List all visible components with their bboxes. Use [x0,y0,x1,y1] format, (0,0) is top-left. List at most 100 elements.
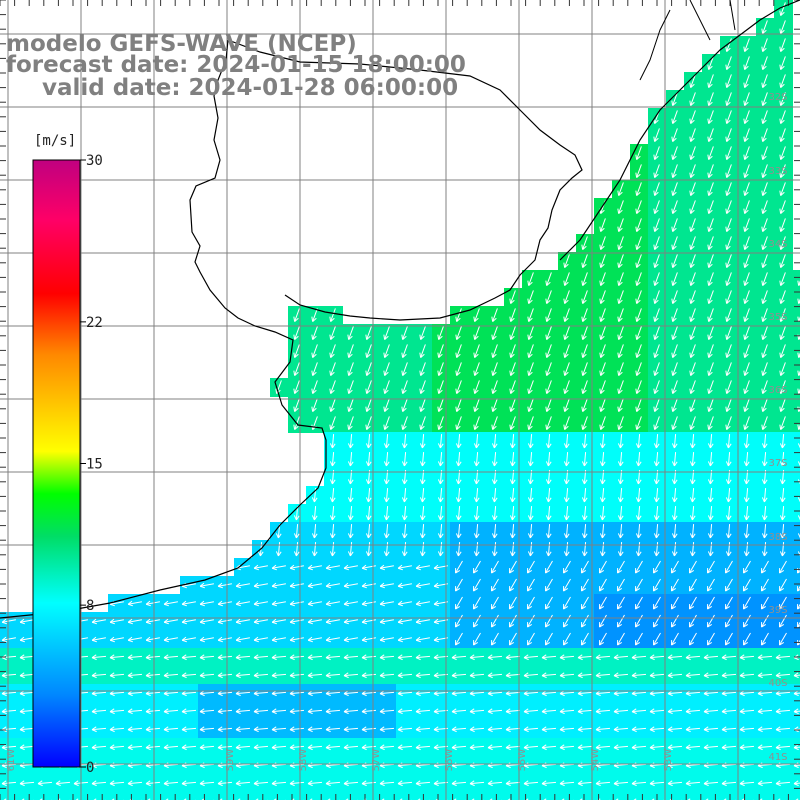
wind-speed-cell [180,720,199,739]
wind-arrow-head [474,371,479,376]
wind-arrow-shaft [181,691,197,695]
wind-arrow-shaft [420,326,426,340]
wind-arrow-shaft [331,541,335,557]
wind-arrow-shaft [325,655,341,659]
wind-speed-cell [702,324,721,343]
wind-speed-cell [522,270,541,289]
wind-arrow-shaft [583,541,587,557]
wind-speed-cell [720,468,739,487]
wind-arrow-head [671,208,674,214]
wind-arrow-head [311,316,314,322]
wind-arrow-shaft [690,416,696,430]
wind-arrow-head [617,515,621,521]
wind-arrow-head [545,515,549,521]
wind-arrow-head [780,299,785,304]
wind-arrow-shaft [761,596,769,610]
wind-arrow-shaft [708,254,714,268]
wind-arrow-head [745,533,750,539]
wind-speed-cell [666,432,685,451]
wind-arrow-head [761,100,764,106]
wind-arrow-head [581,533,585,539]
wind-arrow-head [361,711,367,715]
wind-arrow-head [779,262,782,268]
wind-arrow-head [509,316,512,322]
wind-arrow-shaft [726,290,732,304]
wind-arrow-head [109,693,115,697]
wind-speed-cell [342,558,361,577]
wind-arrow-head [599,588,605,592]
wind-arrow-shaft [583,505,587,521]
wind-arrow-head [307,639,314,643]
wind-arrow-head [565,497,570,503]
wind-arrow-head [775,783,781,787]
wind-arrow-shaft [564,326,570,340]
wind-arrow-shaft [380,565,394,569]
wind-arrow-shaft [744,308,750,322]
wind-arrow-head [690,281,695,286]
wind-arrow-shaft [343,709,359,713]
wind-arrow-head [563,515,567,521]
wind-arrow-shaft [798,316,800,322]
wind-arrow-head [397,639,404,643]
wind-arrow-shaft [726,92,732,106]
wind-arrow-head [637,533,642,539]
wind-arrow-head [671,642,677,646]
wind-arrow-shaft [601,505,605,521]
wind-arrow-head [653,479,657,485]
wind-speed-cell [324,504,343,523]
wind-speed-cell [702,252,721,271]
wind-arrow-shaft [253,673,269,677]
wind-arrow-head [109,621,116,625]
wind-arrow-head [690,353,695,358]
wind-arrow-head [91,729,97,733]
wind-arrow-head [295,515,300,521]
wind-arrow-shaft [403,433,407,449]
wind-arrow-head [271,729,277,733]
wind-arrow-head [743,172,746,178]
wind-speed-cell [666,108,685,127]
wind-arrow-head [437,497,441,503]
wind-arrow-shaft [529,523,533,539]
wind-speed-cell [666,720,685,739]
wind-arrow-shaft [780,272,786,286]
wind-arrow-shaft [690,362,696,376]
wind-arrow-shaft [780,146,786,160]
wind-arrow-shaft [361,691,377,695]
wind-arrow-head [667,726,673,731]
wind-arrow-head [618,245,623,250]
wind-arrow-shaft [595,763,611,767]
wind-arrow-shaft [145,655,161,659]
wind-arrow-head [384,371,389,376]
wind-speed-cell [396,414,415,433]
wind-arrow-shaft [744,218,750,232]
wind-speed-cell [468,414,487,433]
wind-speed-cell [414,630,433,649]
wind-arrow-head [727,443,732,449]
wind-arrow-shaft [671,596,679,610]
wind-arrow-head [762,173,767,178]
wind-arrow-shaft [527,614,535,628]
wind-speed-cell [576,756,595,775]
wind-arrow-shaft [726,344,732,358]
wind-arrow-head [401,461,405,467]
wind-arrow-head [471,798,475,800]
wind-speed-cell [540,756,559,775]
wind-arrow-head [637,515,642,521]
wind-arrow-head [527,280,530,286]
wind-arrow-shaft [708,92,714,106]
wind-arrow-shaft [509,578,517,592]
wind-arrow-shaft [672,326,678,340]
wind-arrow-shaft [451,763,467,767]
wind-arrow-head [601,497,606,503]
wind-arrow-head [3,798,7,800]
wind-arrow-head [545,551,549,557]
wind-arrow-head [672,317,677,322]
wind-arrow-head [343,567,350,571]
wind-arrow-head [703,675,709,679]
wind-arrow-head [474,389,479,394]
wind-arrow-head [199,744,205,749]
wind-arrow-head [451,708,457,713]
wind-speed-cell [702,198,721,217]
wind-arrow-shaft [475,433,479,449]
wind-arrow-shaft [618,182,624,196]
